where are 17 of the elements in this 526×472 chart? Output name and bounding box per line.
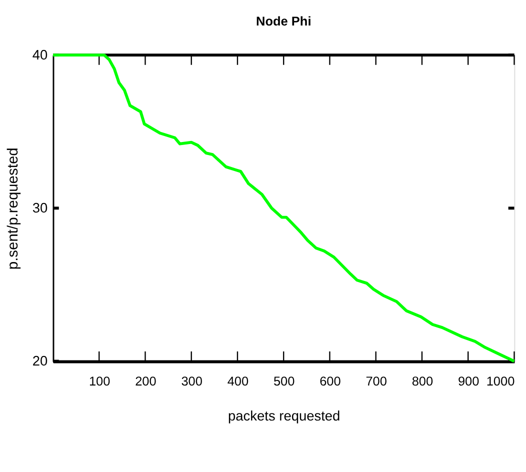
x-axis-title: packets requested bbox=[228, 408, 340, 424]
y-tick-label: 20 bbox=[32, 354, 48, 369]
y-tick-label: 30 bbox=[32, 200, 48, 216]
line-series bbox=[52, 54, 516, 363]
x-tick-label: 900 bbox=[458, 373, 480, 388]
x-tick-label: 200 bbox=[135, 373, 156, 388]
y-tick-label: 40 bbox=[32, 47, 48, 62]
x-tick-label: 600 bbox=[320, 373, 341, 388]
x-tick-label: 800 bbox=[412, 373, 434, 388]
chart-title: Node Phi bbox=[256, 14, 312, 29]
x-tick-label: 100 bbox=[88, 373, 110, 388]
x-tick-label: 300 bbox=[181, 373, 202, 388]
x-tick-label: 1000 bbox=[486, 373, 515, 388]
x-tick-label: 700 bbox=[366, 373, 387, 388]
x-tick-label: 400 bbox=[227, 373, 249, 388]
y-axis-title: p.sent/p.requested bbox=[6, 148, 22, 270]
x-tick-label: 500 bbox=[273, 373, 295, 388]
